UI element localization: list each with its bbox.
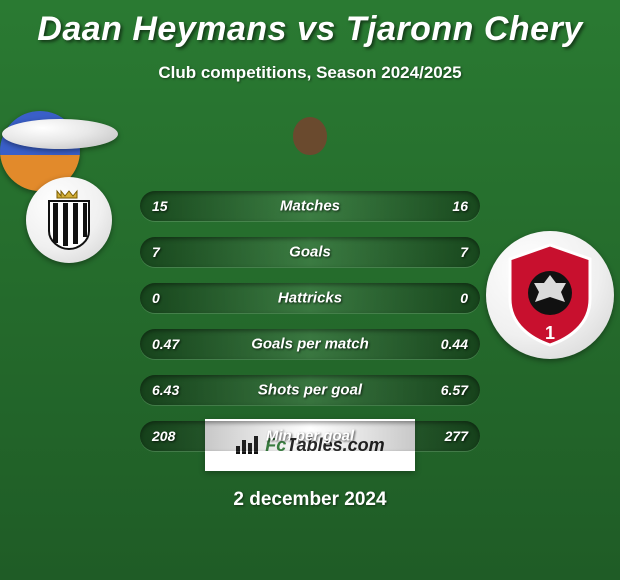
stat-row: 208 Min per goal 277 [140,421,480,451]
stat-label: Min per goal [266,428,354,445]
stat-left-value: 15 [152,198,168,214]
stat-label: Goals [289,244,331,261]
stat-left-value: 208 [152,428,175,444]
stat-left-value: 6.43 [152,382,179,398]
comparison-panel: 1 15 Matches 16 7 Goals 7 0 Hattricks 0 … [0,111,620,411]
stat-row: 0.47 Goals per match 0.44 [140,329,480,359]
club-right-badge: 1 [486,231,614,359]
stat-label: Hattricks [278,290,342,307]
stat-left-value: 7 [152,244,160,260]
stat-label: Shots per goal [258,382,362,399]
player-left-photo [2,119,118,149]
stat-row: 6.43 Shots per goal 6.57 [140,375,480,405]
stat-right-value: 277 [445,428,468,444]
club-left-crest-icon [43,189,95,251]
stat-right-value: 0.44 [441,336,468,352]
stat-left-value: 0 [152,290,160,306]
page-title: Daan Heymans vs Tjaronn Chery [0,0,620,49]
stat-row: 15 Matches 16 [140,191,480,221]
stat-right-value: 0 [460,290,468,306]
stat-right-value: 7 [460,244,468,260]
stat-row: 0 Hattricks 0 [140,283,480,313]
date-text: 2 december 2024 [0,489,620,511]
stat-label: Goals per match [251,336,369,353]
stat-left-value: 0.47 [152,336,179,352]
page-subtitle: Club competitions, Season 2024/2025 [0,63,620,83]
club-left-badge [26,177,112,263]
stat-row: 7 Goals 7 [140,237,480,267]
stat-right-value: 16 [452,198,468,214]
stat-label: Matches [280,198,340,215]
stat-bars: 15 Matches 16 7 Goals 7 0 Hattricks 0 0.… [140,191,480,467]
club-right-crest-icon: 1 [506,243,594,347]
stat-right-value: 6.57 [441,382,468,398]
svg-text:1: 1 [545,323,555,343]
